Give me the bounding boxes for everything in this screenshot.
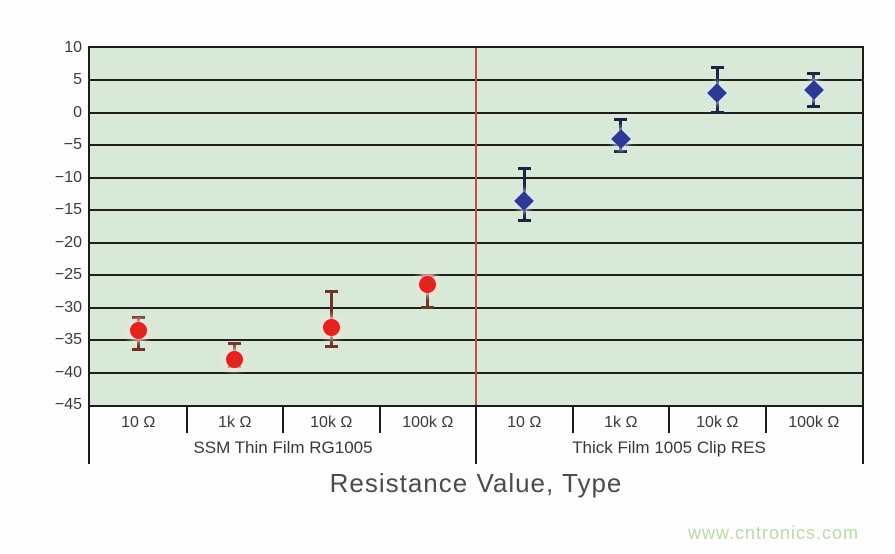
band-border-line bbox=[862, 407, 864, 464]
y-tick-label: −15 bbox=[54, 201, 82, 219]
y-tick-label: 10 bbox=[64, 39, 82, 56]
band-border-line bbox=[88, 407, 90, 464]
error-bar-cap-top bbox=[614, 117, 628, 121]
error-bar-cap-top bbox=[807, 72, 821, 76]
category-tick bbox=[185, 407, 188, 433]
category-label: 10 Ω bbox=[507, 414, 542, 431]
error-bar-cap-bottom bbox=[710, 111, 724, 115]
error-bar-cap-top bbox=[517, 166, 531, 170]
y-tick-label: −35 bbox=[54, 331, 82, 349]
category-label: 1k Ω bbox=[604, 414, 638, 431]
error-bar-cap-top bbox=[324, 289, 338, 293]
data-point-circle bbox=[322, 318, 340, 336]
x-axis-title: Resistance Value, Type bbox=[329, 468, 623, 498]
category-label: 100k Ω bbox=[402, 414, 454, 431]
y-tick-label: −30 bbox=[54, 298, 82, 316]
y-tick-label: −45 bbox=[54, 396, 82, 413]
plot-area bbox=[88, 46, 864, 407]
data-point-circle bbox=[226, 351, 244, 369]
error-bar-cap-bottom bbox=[807, 104, 821, 108]
category-tick bbox=[282, 407, 284, 433]
y-tick-label: −25 bbox=[54, 266, 82, 284]
y-tick-label: −20 bbox=[54, 233, 82, 251]
category-tick bbox=[571, 407, 574, 433]
group-divider-line bbox=[475, 48, 477, 405]
category-label: 10k Ω bbox=[310, 414, 353, 431]
y-tick-label: 0 bbox=[73, 103, 82, 121]
category-tick bbox=[764, 407, 767, 433]
data-point-circle bbox=[419, 276, 437, 294]
y-tick-label: 5 bbox=[73, 71, 82, 89]
error-bar-cap-bottom bbox=[324, 345, 338, 349]
data-point-circle bbox=[129, 321, 147, 339]
category-tick bbox=[378, 407, 381, 433]
y-tick-label: −5 bbox=[63, 136, 82, 154]
error-bar-cap-top bbox=[131, 315, 145, 319]
category-label: 1k Ω bbox=[218, 414, 252, 431]
data-point-diamond bbox=[707, 83, 728, 104]
error-bar-cap-top bbox=[228, 341, 242, 345]
group-label-right: Thick Film 1005 Clip RES bbox=[572, 438, 766, 457]
watermark-text: www.cntronics.com bbox=[688, 523, 860, 543]
data-point-diamond bbox=[514, 190, 535, 211]
error-bar-cap-top bbox=[710, 65, 724, 69]
category-tick bbox=[668, 407, 670, 433]
category-label: 10k Ω bbox=[696, 414, 739, 431]
error-bar-cap-bottom bbox=[614, 150, 628, 154]
error-bar-cap-bottom bbox=[131, 348, 145, 352]
category-label: 100k Ω bbox=[788, 414, 840, 431]
band-border-line bbox=[475, 407, 477, 464]
error-bar-cap-bottom bbox=[421, 306, 435, 310]
y-tick-label: −40 bbox=[54, 363, 82, 381]
error-bar-cap-bottom bbox=[517, 218, 531, 222]
y-tick-label: −10 bbox=[54, 168, 82, 186]
data-point-diamond bbox=[803, 80, 824, 101]
group-label-left: SSM Thin Film RG1005 bbox=[193, 438, 373, 457]
category-label: 10 Ω bbox=[121, 414, 156, 431]
error-bar-cap-top bbox=[421, 273, 435, 277]
